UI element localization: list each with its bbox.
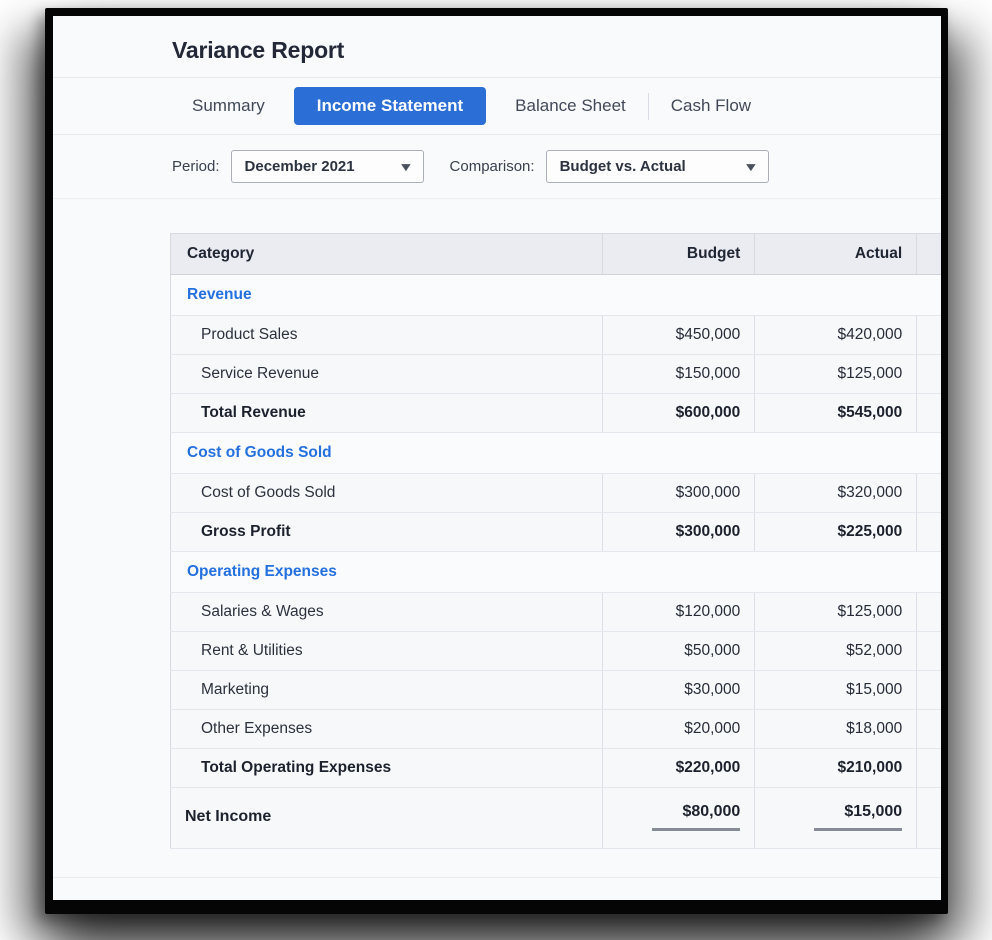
comparison-value: Budget vs. Actual <box>559 158 686 175</box>
section-label: Operating Expenses <box>170 551 941 593</box>
tab-cash-flow[interactable]: Cash Flow <box>670 96 752 115</box>
row-label: Product Sales <box>170 315 603 355</box>
app-window: Variance Report Summary Income Statement… <box>53 16 941 900</box>
budget-value: $450,000 <box>602 315 755 355</box>
actual-value: $18,000 <box>754 709 917 749</box>
budget-value: $120,000 <box>602 592 755 632</box>
column-header-category: Category <box>170 233 603 275</box>
page-title: Variance Report <box>172 37 345 63</box>
column-header-clipped <box>916 233 941 275</box>
table-header-row: Category Budget Actual <box>170 233 941 275</box>
clipped-column-cell <box>916 631 941 671</box>
row-label: Salaries & Wages <box>170 592 603 632</box>
actual-value: $210,000 <box>754 748 917 788</box>
column-header-actual: Actual <box>754 233 917 275</box>
table-row-net: Net Income $80,000 $15,000 <box>170 787 941 849</box>
footer-divider <box>53 877 941 878</box>
chevron-down-icon: ▼ <box>742 159 759 174</box>
row-label: Net Income <box>170 787 603 849</box>
table-row-data: Service Revenue $150,000 $125,000 <box>170 354 941 394</box>
row-label: Cost of Goods Sold <box>170 473 603 513</box>
table-row-data: Rent & Utilities $50,000 $52,000 <box>170 631 941 671</box>
budget-value: $300,000 <box>602 512 755 552</box>
clipped-column-cell <box>916 787 941 849</box>
table-row-section: Revenue <box>170 274 941 316</box>
actual-value-underlined: $15,000 <box>814 803 903 831</box>
tab-divider <box>647 92 649 120</box>
row-label: Marketing <box>170 670 603 710</box>
row-label: Service Revenue <box>170 354 603 394</box>
clipped-column-cell <box>916 354 941 394</box>
table-row-total: Gross Profit $300,000 $225,000 <box>170 512 941 552</box>
table-row-data: Salaries & Wages $120,000 $125,000 <box>170 592 941 632</box>
budget-value: $80,000 <box>602 787 755 849</box>
clipped-column-cell <box>916 592 941 632</box>
period-dropdown[interactable]: December 2021 ▼ <box>230 150 424 183</box>
actual-value: $125,000 <box>754 354 917 394</box>
row-label: Total Operating Expenses <box>170 748 603 788</box>
budget-value: $300,000 <box>602 473 755 513</box>
clipped-column-cell <box>916 748 941 788</box>
actual-value: $320,000 <box>754 473 917 513</box>
table-row-section: Operating Expenses <box>170 551 941 593</box>
tab-bar: Summary Income Statement Balance Sheet C… <box>53 78 941 135</box>
device-frame: Variance Report Summary Income Statement… <box>45 8 948 914</box>
tab-summary[interactable]: Summary <box>192 96 265 115</box>
period-label: Period: <box>172 158 220 175</box>
table-row-section: Cost of Goods Sold <box>170 432 941 474</box>
budget-value: $30,000 <box>602 670 755 710</box>
actual-value: $52,000 <box>754 631 917 671</box>
table-row-data: Other Expenses $20,000 $18,000 <box>170 709 941 749</box>
actual-value: $15,000 <box>754 670 917 710</box>
tab-income-statement[interactable]: Income Statement <box>293 87 487 125</box>
period-value: December 2021 <box>244 158 355 175</box>
variance-table-container: Category Budget Actual Revenue Product Sa… <box>170 233 941 849</box>
budget-value: $220,000 <box>602 748 755 788</box>
section-label: Revenue <box>170 274 941 316</box>
table-row-data: Cost of Goods Sold $300,000 $320,000 <box>170 473 941 513</box>
column-header-budget: Budget <box>602 233 755 275</box>
budget-value-underlined: $80,000 <box>652 803 741 831</box>
actual-value: $225,000 <box>754 512 917 552</box>
budget-value: $50,000 <box>602 631 755 671</box>
actual-value: $125,000 <box>754 592 917 632</box>
table-row-total: Total Revenue $600,000 $545,000 <box>170 393 941 433</box>
budget-value: $20,000 <box>602 709 755 749</box>
clipped-column-cell <box>916 709 941 749</box>
title-bar: Variance Report <box>53 16 941 78</box>
filter-bar: Period: December 2021 ▼ Comparison: Budg… <box>53 135 941 199</box>
table-body: Revenue Product Sales $450,000 $420,000 Serv… <box>170 274 941 849</box>
row-label: Other Expenses <box>170 709 603 749</box>
table-row-data: Product Sales $450,000 $420,000 <box>170 315 941 355</box>
tab-balance-sheet[interactable]: Balance Sheet <box>515 96 626 115</box>
chevron-down-icon: ▼ <box>397 159 414 174</box>
comparison-dropdown[interactable]: Budget vs. Actual ▼ <box>545 150 769 183</box>
row-label: Rent & Utilities <box>170 631 603 671</box>
section-label: Cost of Goods Sold <box>170 432 941 474</box>
actual-value: $420,000 <box>754 315 917 355</box>
row-label: Gross Profit <box>170 512 603 552</box>
table-row-total: Total Operating Expenses $220,000 $210,000 <box>170 748 941 788</box>
row-label: Total Revenue <box>170 393 603 433</box>
budget-value: $600,000 <box>602 393 755 433</box>
actual-value: $545,000 <box>754 393 917 433</box>
clipped-column-cell <box>916 393 941 433</box>
clipped-column-cell <box>916 315 941 355</box>
comparison-label: Comparison: <box>449 158 535 175</box>
table-row-data: Marketing $30,000 $15,000 <box>170 670 941 710</box>
budget-value: $150,000 <box>602 354 755 394</box>
clipped-column-cell <box>916 473 941 513</box>
actual-value: $15,000 <box>754 787 917 849</box>
clipped-column-cell <box>916 512 941 552</box>
variance-table: Category Budget Actual Revenue Product Sa… <box>170 233 941 849</box>
clipped-column-cell <box>916 670 941 710</box>
